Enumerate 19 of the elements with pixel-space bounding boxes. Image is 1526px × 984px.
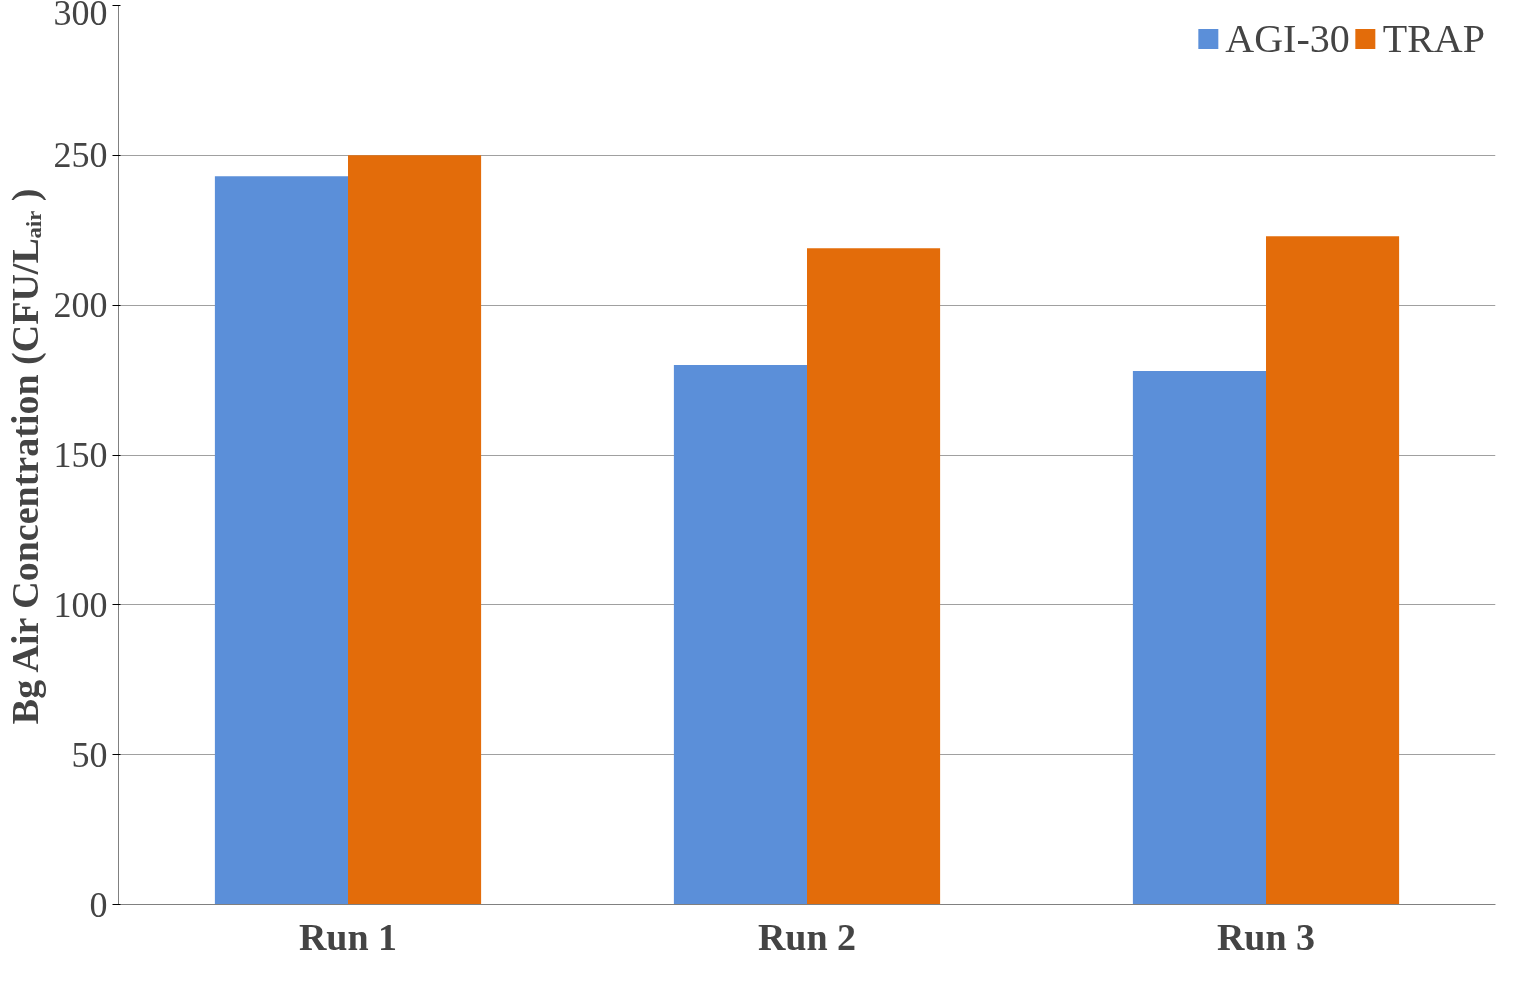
bar xyxy=(673,365,807,905)
y-tick-label: 200 xyxy=(53,285,108,326)
bar xyxy=(214,176,348,905)
y-tick-label: 0 xyxy=(89,884,108,925)
y-tick-label: 150 xyxy=(53,435,108,475)
bar xyxy=(807,248,941,905)
legend-label: AGI-30 xyxy=(1225,15,1350,62)
x-tick-label: Run 1 xyxy=(298,915,398,958)
x-tick-label: Run 3 xyxy=(1216,915,1316,958)
y-axis-title: Bg Air Concentration (CFU/Lₐᵢᵣ ) xyxy=(3,188,47,725)
legend-label: TRAP xyxy=(1382,15,1485,62)
y-tick-label: 300 xyxy=(53,0,108,33)
bar xyxy=(1132,371,1266,905)
y-tick-label: 250 xyxy=(53,135,108,176)
y-tick-label: 100 xyxy=(53,584,108,625)
bar xyxy=(1266,236,1400,905)
x-tick-label: Run 2 xyxy=(757,915,857,958)
bar xyxy=(348,155,482,905)
y-tick-label: 50 xyxy=(71,734,108,775)
